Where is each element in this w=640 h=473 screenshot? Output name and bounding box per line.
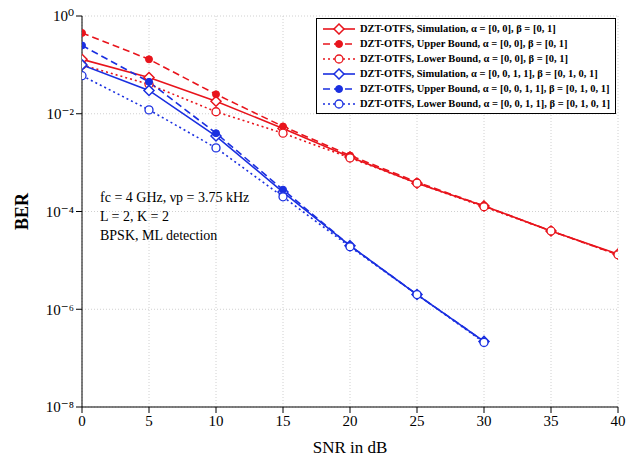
svg-text:5: 5 xyxy=(145,413,153,429)
svg-text:0: 0 xyxy=(78,413,86,429)
html-text:DZT-OTFS, Lower Bound, α = [0,: DZT-OTFS, Lower Bound, α = [0, 0], β = [… xyxy=(360,53,568,64)
svg-text:30: 30 xyxy=(477,413,492,429)
svg-text:10: 10 xyxy=(209,413,224,429)
html-text:BPSK, ML detection: BPSK, ML detection xyxy=(100,228,218,243)
svg-text:10⁻⁴: 10⁻⁴ xyxy=(46,204,74,220)
html-text:DZT-OTFS, Upper Bound, α = [0,: DZT-OTFS, Upper Bound, α = [0, 0, 1, 1],… xyxy=(360,83,610,94)
svg-text:10⁻²: 10⁻² xyxy=(47,106,75,122)
svg-text:10⁻⁶: 10⁻⁶ xyxy=(46,302,74,318)
html-text:DZT-OTFS, Lower Bound, α = [0,: DZT-OTFS, Lower Bound, α = [0, 0, 1, 1],… xyxy=(360,98,610,109)
svg-text:25: 25 xyxy=(410,413,425,429)
svg-text:40: 40 xyxy=(611,413,626,429)
svg-text:20: 20 xyxy=(343,413,358,429)
html-text:L = 2, K = 2: L = 2, K = 2 xyxy=(100,209,169,224)
html-text:fc = 4 GHz, νp = 3.75 kHz: fc = 4 GHz, νp = 3.75 kHz xyxy=(100,190,250,205)
svg-text:15: 15 xyxy=(276,413,291,429)
svg-text:10⁰: 10⁰ xyxy=(53,8,74,24)
svg-text:SNR in dB: SNR in dB xyxy=(313,438,388,457)
svg-text:35: 35 xyxy=(544,413,559,429)
html-text:DZT-OTFS, Simulation, α = [0,: DZT-OTFS, Simulation, α = [0, 0], β = [0… xyxy=(360,23,556,34)
svg-text:10⁻⁸: 10⁻⁸ xyxy=(46,399,74,415)
svg-text:BER: BER xyxy=(12,192,32,230)
html-text:DZT-OTFS, Simulation, α = [0,: DZT-OTFS, Simulation, α = [0, 0, 1, 1], … xyxy=(360,68,598,79)
html-text:DZT-OTFS, Upper Bound, α = [0,: DZT-OTFS, Upper Bound, α = [0, 0], β = [… xyxy=(360,38,568,49)
